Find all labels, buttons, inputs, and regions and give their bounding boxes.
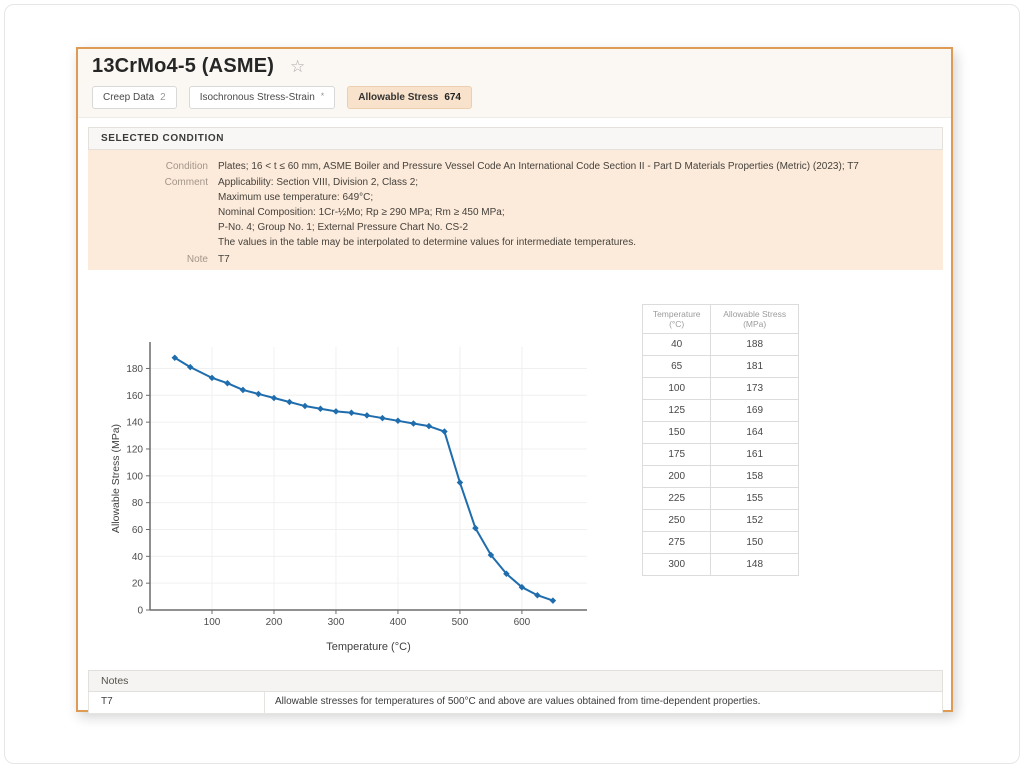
tab-label: Allowable Stress	[358, 92, 439, 103]
svg-text:Allowable Stress (MPa): Allowable Stress (MPa)	[110, 424, 122, 533]
table-cell: 188	[710, 333, 799, 356]
svg-text:400: 400	[390, 617, 407, 628]
tab-label: Isochronous Stress-Strain	[199, 92, 315, 103]
selected-condition-header: SELECTED CONDITION	[88, 127, 943, 150]
page-title: 13CrMo4-5 (ASME)	[92, 55, 275, 77]
svg-text:100: 100	[126, 471, 143, 482]
svg-text:500: 500	[452, 617, 469, 628]
table-row: 250 152	[641, 509, 799, 532]
table-header-cell: Allowable Stress (MPa)	[710, 304, 799, 334]
table-cell: 200	[641, 465, 712, 488]
table-cell: 175	[641, 443, 712, 466]
comment-value: Applicability: Section VIII, Division 2,…	[218, 176, 918, 251]
material-detail-card: 13CrMo4-5 (ASME) ☆ Creep Data 2 Isochron…	[76, 47, 953, 714]
table-cell: 250	[641, 509, 712, 532]
table-cell: 100	[641, 377, 712, 400]
table-cell: 275	[641, 531, 712, 554]
table-cell: 152	[710, 509, 799, 532]
svg-text:600: 600	[514, 617, 531, 628]
table-cell: 150	[641, 421, 712, 444]
notes-section-header: Notes	[88, 670, 943, 692]
tab-bar: Creep Data 2 Isochronous Stress-Strain *…	[92, 86, 472, 109]
table-cell: 173	[710, 377, 799, 400]
table-cell: 225	[641, 487, 712, 510]
note-key: T7	[89, 692, 265, 713]
tab-asterisk-badge: *	[320, 90, 325, 101]
comment-line: The values in the table may be interpola…	[218, 237, 637, 248]
svg-text:Temperature (°C): Temperature (°C)	[326, 641, 410, 653]
note-text: Allowable stresses for temperatures of 5…	[275, 696, 761, 707]
table-row: 40 188	[641, 333, 799, 356]
allowable-stress-table: Temperature (°C) Allowable Stress (MPa) 4…	[641, 304, 799, 576]
comment-line: Nominal Composition: 1Cr-½Mo; Rp ≥ 290 M…	[218, 207, 505, 218]
table-cell: 40	[641, 333, 712, 356]
svg-text:160: 160	[126, 391, 143, 402]
table-cell: 300	[641, 553, 712, 576]
card-header: 13CrMo4-5 (ASME) ☆ Creep Data 2 Isochron…	[78, 49, 951, 118]
tab-count-badge: 674	[444, 92, 461, 103]
svg-text:300: 300	[328, 617, 345, 628]
allowable-stress-chart: 100 200 300 400 500 600 0 20 40 60 80 100 120 140 160 1…	[108, 334, 608, 679]
condition-label: Condition	[165, 161, 208, 172]
tab-creep-data[interactable]: Creep Data 2	[92, 86, 177, 109]
table-cell: 169	[710, 399, 799, 422]
note-label: Note	[186, 254, 208, 265]
svg-text:120: 120	[126, 444, 143, 455]
svg-text:0: 0	[137, 606, 143, 617]
tab-count-badge: 2	[160, 92, 166, 103]
table-row: 100 173	[641, 377, 799, 400]
svg-text:140: 140	[126, 418, 143, 429]
table-row: 65 181	[641, 355, 799, 378]
svg-text:180: 180	[126, 364, 143, 375]
tab-isochronous-stress-strain[interactable]: Isochronous Stress-Strain *	[188, 86, 336, 109]
tab-label: Creep Data	[103, 92, 155, 103]
table-row: 125 169	[641, 399, 799, 422]
table-cell: 65	[641, 355, 712, 378]
comment-line: P-No. 4; Group No. 1; External Pressure …	[218, 222, 469, 233]
table-row: 150 164	[641, 421, 799, 444]
table-cell: 181	[710, 355, 799, 378]
table-cell: 148	[710, 553, 799, 576]
table-row: 200 158	[641, 465, 799, 488]
tab-allowable-stress[interactable]: Allowable Stress 674	[347, 86, 472, 109]
table-cell: 155	[710, 487, 799, 510]
comment-line: Maximum use temperature: 649°C;	[218, 192, 374, 203]
table-cell: 164	[710, 421, 799, 444]
table-header-cell: Temperature (°C)	[641, 304, 712, 334]
table-row: 225 155	[641, 487, 799, 510]
table-cell: 161	[710, 443, 799, 466]
table-cell: 125	[641, 399, 712, 422]
selected-condition-panel: Condition Plates; 16 < t ≤ 60 mm, ASME B…	[88, 150, 943, 270]
table-row: 275 150	[641, 531, 799, 554]
note-value: T7	[218, 254, 230, 265]
svg-text:40: 40	[132, 552, 144, 563]
comment-line: Applicability: Section VIII, Division 2,…	[218, 177, 419, 188]
svg-text:60: 60	[132, 525, 144, 536]
table-body: 40 188 65 181 100 173 125 169 150 164 175 161 200 158…	[641, 333, 799, 576]
comment-label: Comment	[164, 177, 208, 188]
svg-text:100: 100	[204, 617, 221, 628]
line-chart-svg: 100 200 300 400 500 600 0 20 40 60 80 100 120 140 160 1…	[110, 342, 587, 653]
table-cell: 158	[710, 465, 799, 488]
table-row: 175 161	[641, 443, 799, 466]
svg-text:80: 80	[132, 498, 144, 509]
svg-text:200: 200	[266, 617, 283, 628]
notes-row: T7 Allowable stresses for temperatures of…	[88, 692, 943, 714]
table-header-row: Temperature (°C) Allowable Stress (MPa)	[641, 304, 799, 334]
favorite-star-icon[interactable]: ☆	[290, 57, 306, 76]
svg-text:20: 20	[132, 579, 144, 590]
condition-value: Plates; 16 < t ≤ 60 mm, ASME Boiler and …	[218, 161, 859, 172]
table-cell: 150	[710, 531, 799, 554]
table-row: 300 148	[641, 553, 799, 576]
